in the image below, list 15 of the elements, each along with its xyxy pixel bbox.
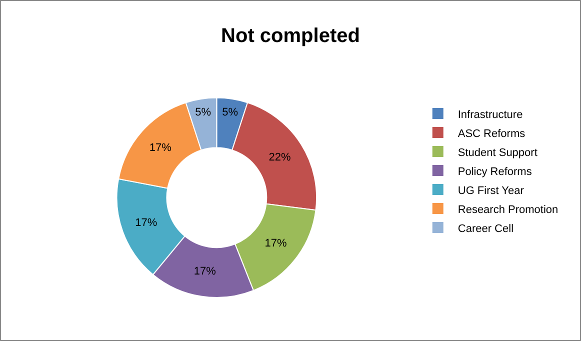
- data-label: 22%: [268, 151, 292, 164]
- legend-label: UG First Year: [458, 184, 524, 197]
- data-label: 17%: [149, 142, 172, 154]
- legend-label: Research Promotion: [458, 204, 558, 216]
- data-label: 5%: [222, 106, 238, 118]
- chart-title: Not completed: [221, 24, 360, 47]
- data-label: 5%: [195, 106, 212, 118]
- legend-label: Policy Reforms: [458, 166, 532, 178]
- legend-label: ASC Reforms: [458, 128, 526, 140]
- legend-label: Career Cell: [458, 222, 514, 235]
- data-label: 17%: [264, 238, 287, 250]
- legend-label: Infrastructure: [458, 108, 523, 121]
- data-label: 17%: [135, 216, 158, 229]
- legend-label: Student Support: [458, 146, 538, 159]
- data-label: 17%: [194, 266, 216, 278]
